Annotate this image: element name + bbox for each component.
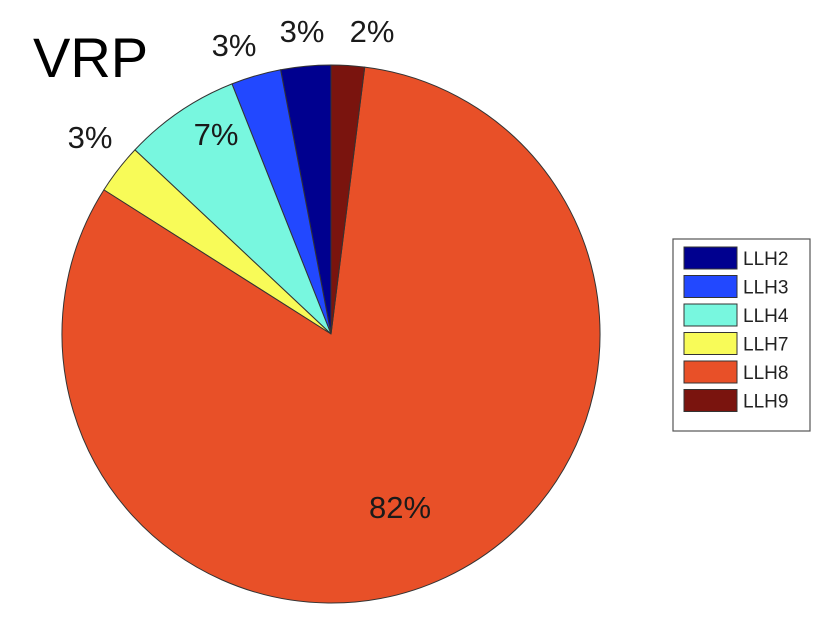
legend-swatch-llh4: [683, 303, 738, 327]
legend-label-llh3: LLH3: [743, 278, 788, 299]
legend-label-llh7: LLH7: [743, 335, 788, 356]
legend-swatch-llh3: [683, 275, 738, 298]
slice-label-llh3: 3%: [212, 28, 257, 63]
slice-label-llh9: 2%: [350, 14, 395, 49]
pie-slice-llh8: [61, 66, 601, 604]
legend-label-llh2: LLH2: [743, 249, 788, 270]
slice-label-llh2: 3%: [280, 14, 325, 49]
slice-label-llh7: 3%: [68, 120, 113, 155]
legend-swatch-llh9: [683, 389, 738, 412]
legend-swatch-llh8: [683, 360, 738, 384]
legend-label-llh4: LLH4: [743, 306, 789, 327]
pie-slice-llh9: [330, 64, 366, 335]
pie-slice-llh4: [134, 83, 332, 335]
chart-title: VRP: [33, 26, 148, 89]
legend-label-llh9: LLH9: [743, 392, 788, 413]
legend: LLH2 LLH3 LLH4 LLH7 LLH8 LLH9: [672, 238, 811, 432]
legend-swatch-llh7: [683, 332, 738, 355]
legend-label-llh8: LLH8: [743, 363, 788, 384]
slice-label-llh8: 82%: [369, 490, 431, 525]
legend-swatch-llh2: [683, 246, 738, 270]
pie-labels: 3% 3% 7% 3% 82% 2%: [68, 14, 431, 525]
pie-slices: [61, 64, 601, 604]
slice-label-llh4: 7%: [194, 117, 239, 152]
